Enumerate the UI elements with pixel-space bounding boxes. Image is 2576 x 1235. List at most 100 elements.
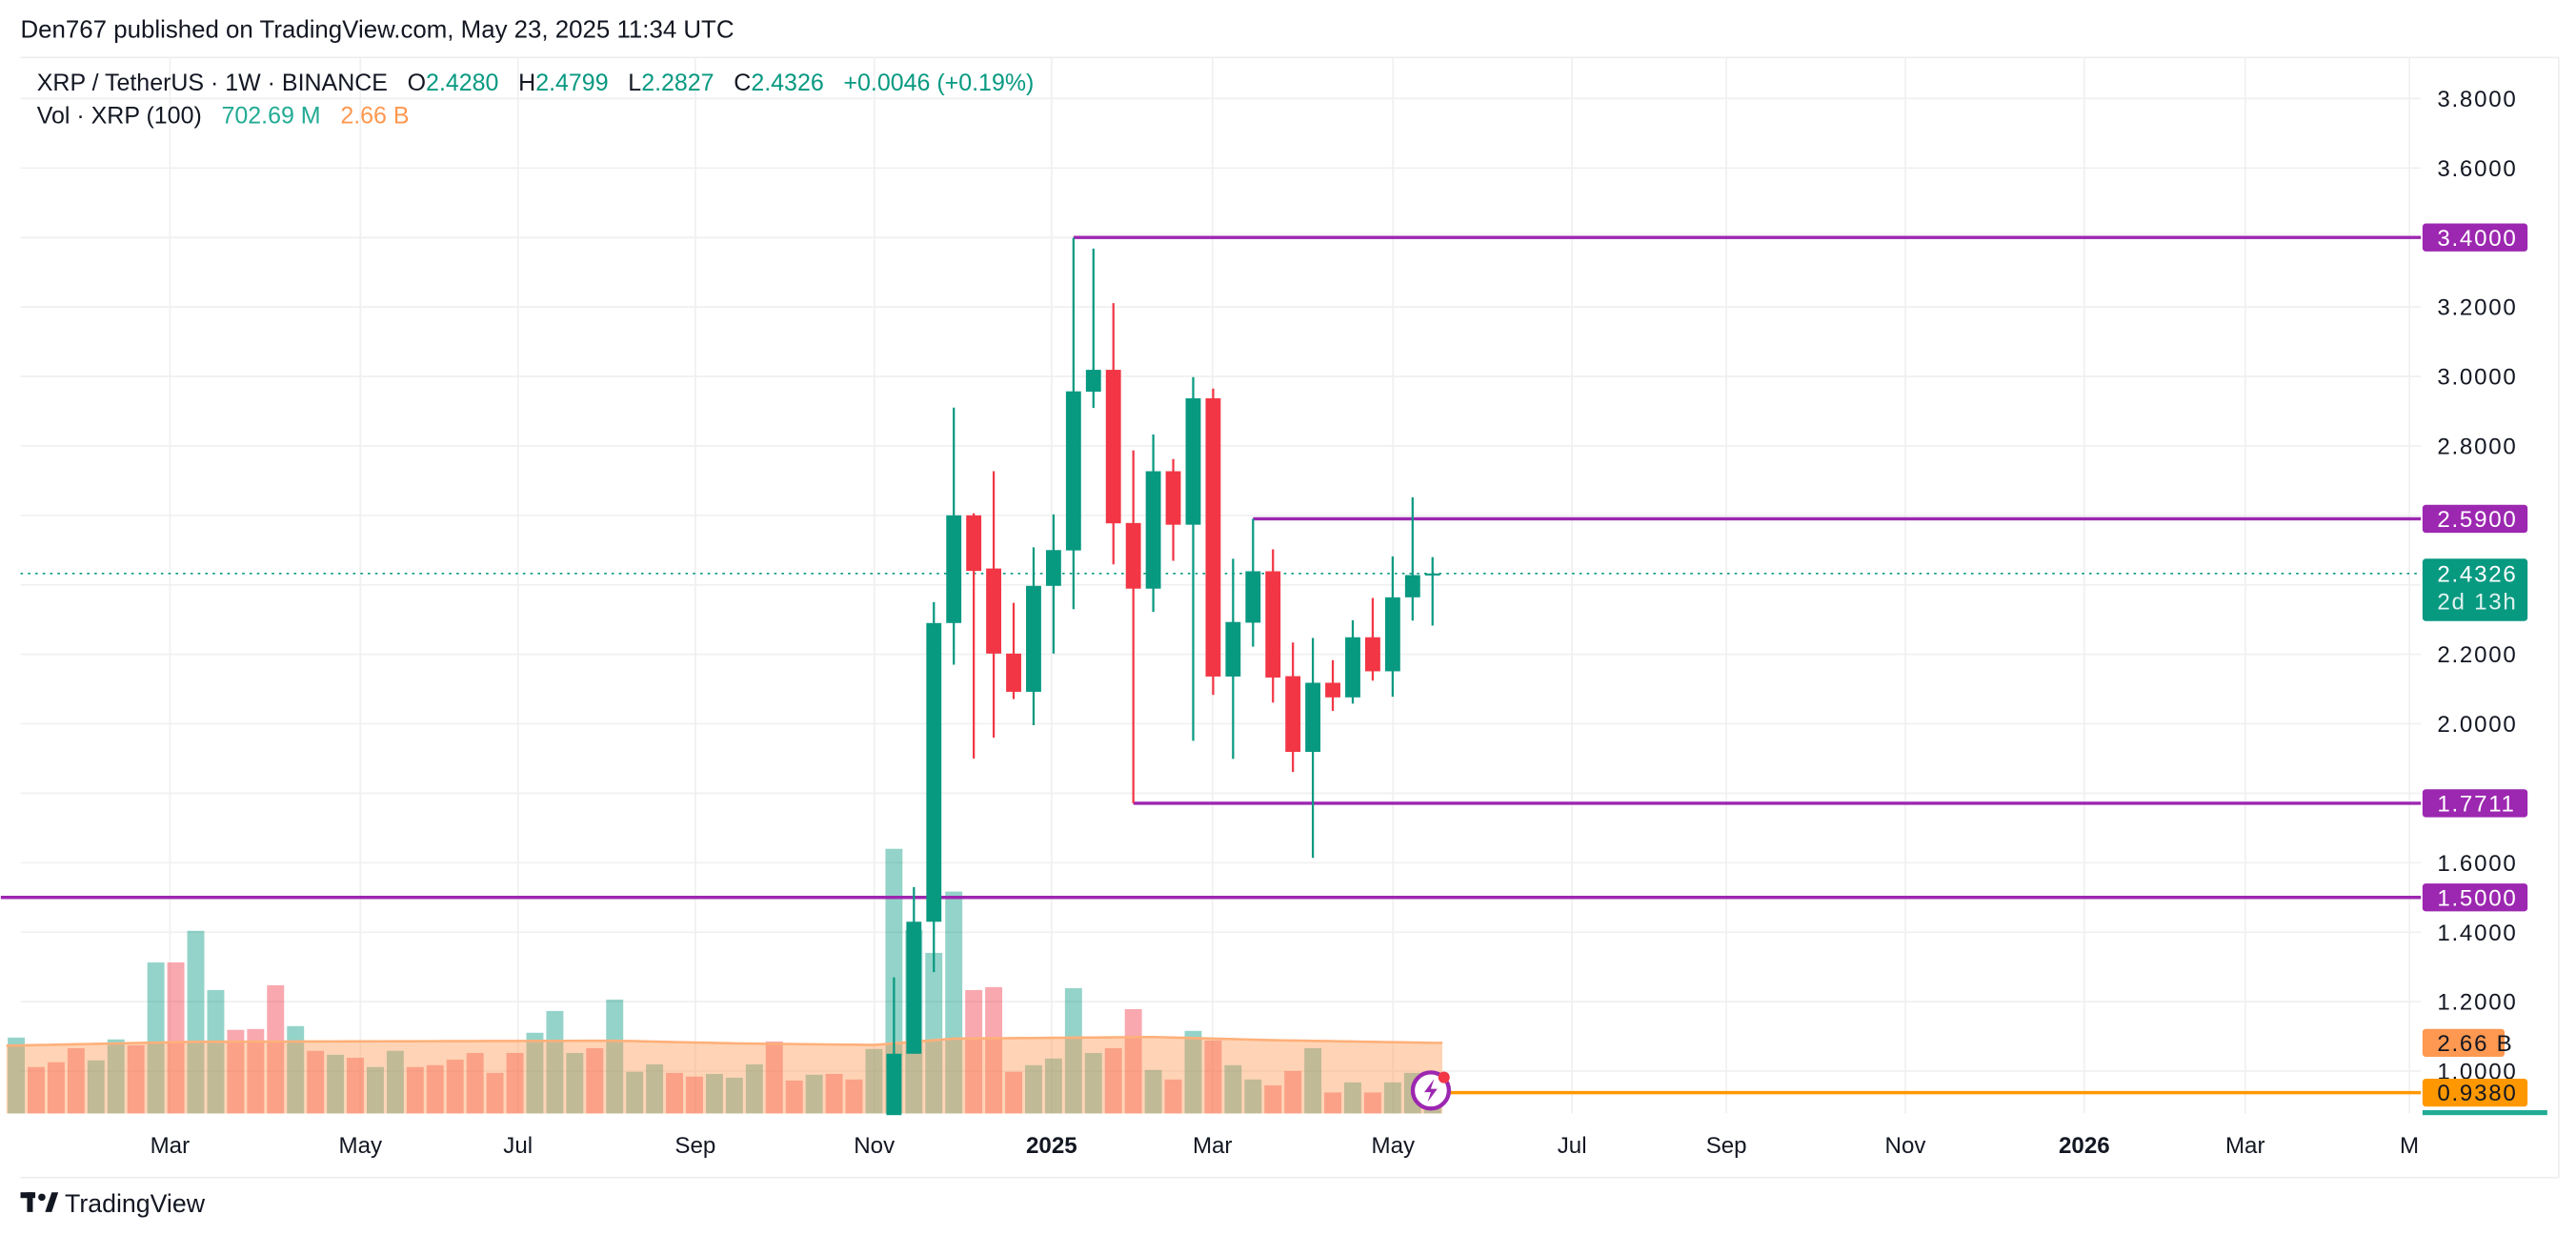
volume-bar [1324,1092,1342,1114]
candle-up [926,601,942,973]
candle-up [1085,248,1101,409]
tradingview-logo-icon [20,1192,59,1212]
volume-bar [1024,1064,1042,1114]
time-tick-label: 2026 [2059,1133,2110,1159]
volume-bar [1144,1069,1162,1114]
legend-o-value: 2.4280 [426,70,498,96]
candle-body [1325,682,1340,698]
last-price-label: 2.4326 [2437,561,2517,587]
volume-bar [566,1052,584,1114]
orange-level-tag-bg [2422,1078,2528,1107]
price-tick-label: 2.2000 [2437,642,2517,668]
volume-bar [546,1010,564,1114]
price-tick-label: 3.8000 [2437,87,2517,112]
candle-up [1045,514,1061,654]
candle-body [926,622,942,922]
volume-bar [406,1066,424,1114]
price-tick-label: 1.4000 [2437,921,2517,946]
candle-body [1045,550,1061,586]
publish-line: Den767 published on TradingView.com, May… [21,17,735,44]
legend-vol-value: 702.69 M [222,102,321,129]
volume-bar [28,1066,45,1114]
volume-bar [1363,1092,1381,1114]
tradingview-logo[interactable]: TradingView [20,1189,206,1218]
level-price-tag: 2.5900 [2422,504,2528,534]
candle-body [986,568,1002,654]
volume-bar [167,962,185,1114]
candle-body [1305,682,1321,753]
candle-down [1265,549,1281,703]
candle-up [906,886,922,1054]
candle-body [1185,397,1201,525]
volume-bar [705,1073,723,1114]
legend-c-value: 2.4326 [751,70,823,96]
candle-down [966,513,982,759]
candle-down [986,471,1002,739]
time-tick-label: Mar [2225,1133,2265,1159]
level-price-label: 1.7711 [2437,792,2515,818]
candle-body [1404,575,1420,597]
candles [886,237,1440,1116]
volume-bar [466,1052,484,1114]
candle-body [1165,471,1181,525]
volume-bar [765,1041,783,1114]
candle-up [1185,376,1201,741]
volume-bar [67,1047,85,1114]
candle-down [1006,602,1021,699]
volume-ma-area [6,1037,1443,1114]
volume-bar [1284,1070,1302,1114]
volume-bar [1164,1079,1182,1114]
volume-bar [207,989,225,1114]
time-tick-label: Sep [1706,1133,1747,1159]
volume-bar [1184,1030,1202,1114]
svg-text:XRP / TetherUS · 1W · BINANCE: XRP / TetherUS · 1W · BINANCE O2.4280 H2… [37,70,1035,96]
legend-vol-label: Vol · XRP (100) [37,102,202,129]
volume-bar [1224,1064,1242,1114]
price-axis[interactable]: 3.8000 3.6000 3.2000 3.0000 2.8000 2.2000 2.00… [2422,87,2547,1116]
candle-body [1006,653,1021,692]
time-tick-label: Nov [1885,1133,1926,1159]
candle-up [1245,518,1261,647]
svg-text:Vol · XRP (100) 702.69 M: Vol · XRP (100) 702.69 M 2.66 B [37,102,410,129]
candle-body [1125,522,1141,589]
volume-bar [845,1079,863,1114]
candle-down [1125,450,1141,803]
volume-bar [825,1073,843,1114]
candle-up [1305,638,1321,859]
price-tick-label: 2.8000 [2437,435,2517,460]
volume-bar [87,1060,105,1114]
volume-bar [107,1039,125,1114]
volume-bar [147,962,165,1114]
volume-ma-line [6,1035,1443,1047]
volume-bar [386,1050,404,1114]
alert-lightning-icon[interactable] [1410,1070,1452,1111]
price-tick-label: 1.2000 [2437,990,2517,1016]
volume-ma-label: 2.66 B [2437,1031,2513,1057]
last-price-tag-bg [2422,558,2528,621]
candle-up [1026,547,1041,725]
volume-bar [1383,1082,1401,1114]
volume-bar [1064,987,1082,1114]
volume-bar [1005,1071,1022,1114]
candle-down [1205,388,1221,696]
volume-bar [945,891,963,1114]
volume-ma-tag: 2.66 B [2422,1028,2513,1058]
orange-level-label: 0.9380 [2437,1081,2517,1106]
time-axis[interactable]: Mar May Jul Sep Nov 2025 Mar May Jul Sep Nov 2026 Ma… [151,1133,2420,1159]
volume-bar [47,1062,65,1114]
candle-body [946,515,962,623]
candle-up [946,407,962,665]
legend-symbol: XRP / TetherUS · 1W · BINANCE [37,70,388,96]
level-price-label: 2.5900 [2437,507,2517,533]
candle-body [1145,471,1161,589]
volume-bar [1124,1008,1142,1114]
volume-bar [506,1052,524,1114]
horizontal-levels[interactable] [0,235,2422,1095]
legend-h-label: H [518,70,535,96]
candle-down [1325,659,1340,712]
current-volume-tag [2422,1110,2547,1116]
volume-bar [785,1080,803,1114]
candle-body [1085,370,1101,393]
volume-bar [187,930,205,1114]
